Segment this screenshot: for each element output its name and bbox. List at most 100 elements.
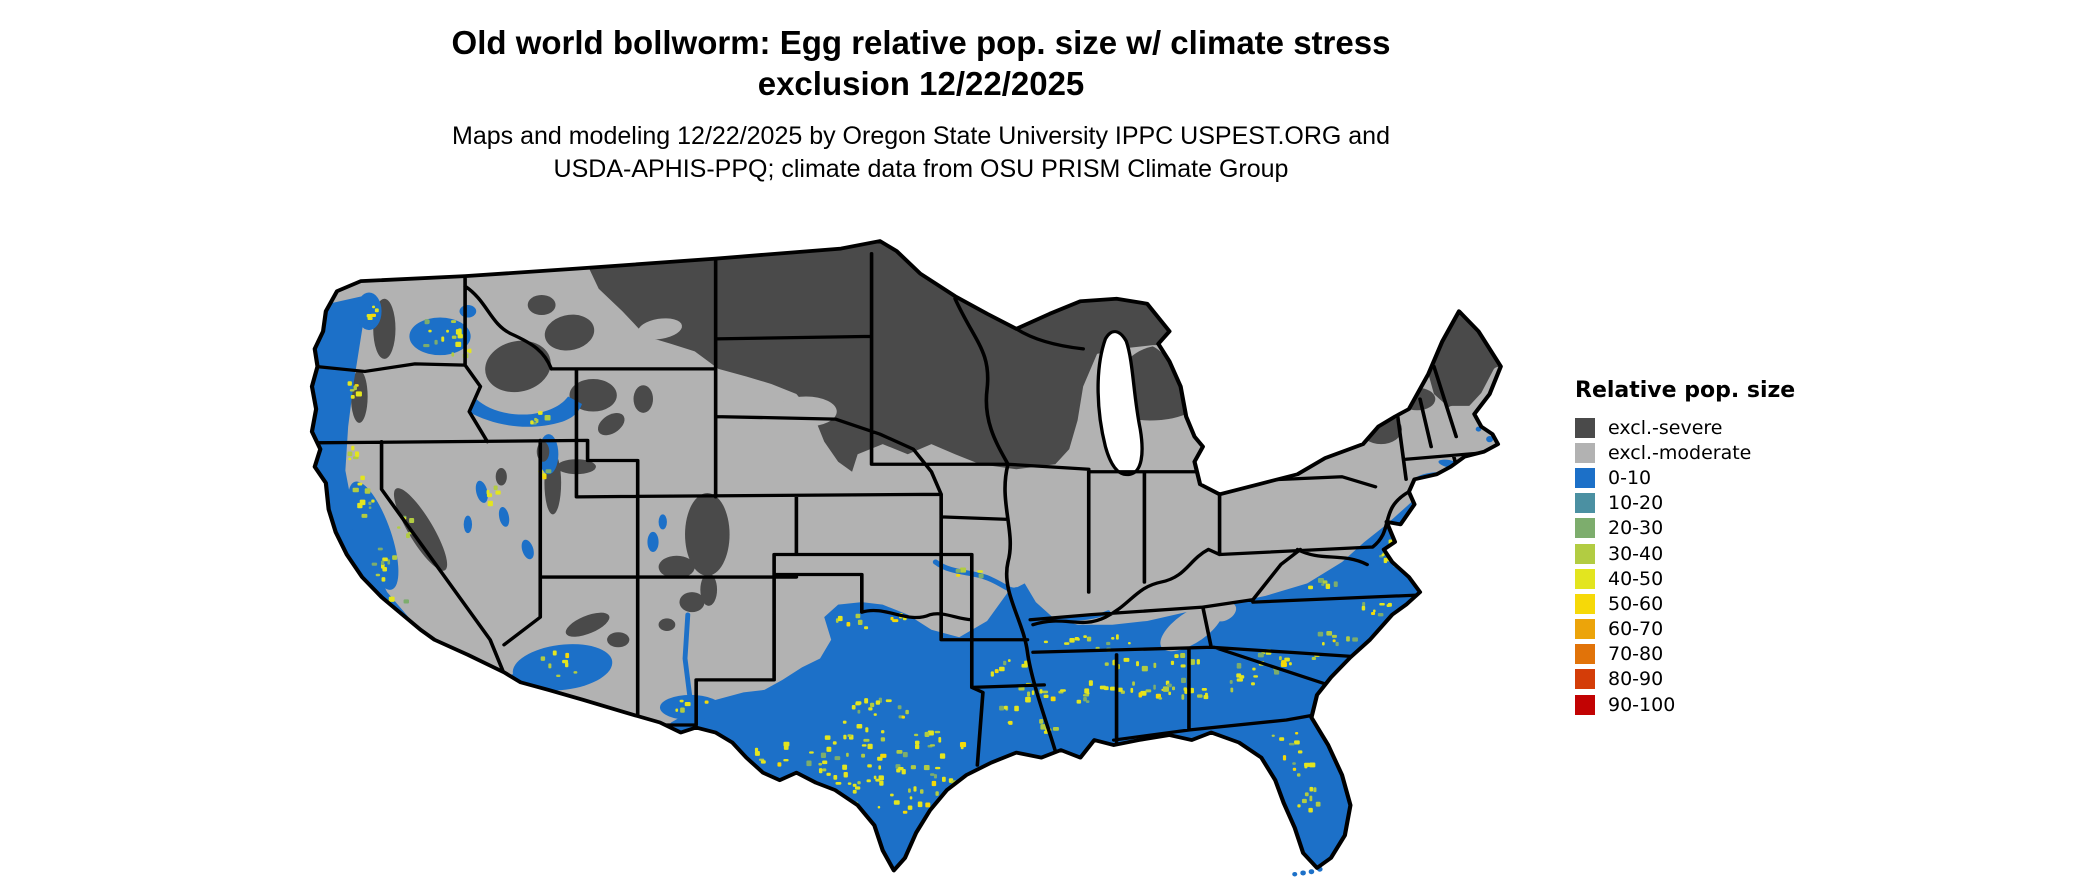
map-speckle — [931, 780, 937, 787]
map-speckle — [923, 765, 930, 771]
map-speckle — [880, 737, 886, 742]
map-speckle — [1136, 661, 1139, 667]
map-speckle — [1304, 792, 1309, 797]
map-speckle — [367, 317, 373, 321]
legend-label: 30-40 — [1608, 542, 1664, 565]
map-speckle — [834, 756, 841, 761]
map-speckle — [1333, 581, 1338, 587]
map-speckle — [847, 782, 852, 785]
map-speckle — [990, 671, 994, 677]
great-lakes — [1096, 330, 1144, 477]
map-speckle — [361, 513, 368, 518]
map-speckle — [428, 329, 432, 333]
map-speckle — [565, 652, 570, 659]
map-speckle — [924, 731, 930, 738]
map-speckle — [388, 596, 395, 602]
map-speckle — [1325, 583, 1331, 589]
map-speckle — [1083, 694, 1090, 697]
page-subtitle: Maps and modeling 12/22/2025 by Oregon S… — [0, 120, 1842, 186]
map-speckle — [818, 768, 823, 774]
legend-row: 30-40 — [1575, 541, 1795, 566]
map-speckle — [565, 662, 569, 668]
map-speckle — [825, 792, 831, 798]
rio-grande-valley — [682, 612, 694, 705]
legend-label: 10-20 — [1608, 492, 1664, 515]
map-speckle — [1170, 660, 1175, 665]
map-speckle — [1040, 724, 1047, 730]
map-speckle — [1279, 737, 1285, 741]
map-speckle — [486, 493, 493, 498]
map-speckle — [878, 765, 882, 770]
map-speckle — [552, 650, 557, 656]
map-speckle — [935, 766, 941, 770]
map-speckle — [842, 764, 848, 770]
map-speckle — [1031, 690, 1035, 696]
map-speckle — [822, 760, 828, 765]
map-speckle — [446, 329, 449, 333]
map-speckle — [1014, 705, 1019, 712]
map-speckle — [838, 802, 843, 807]
map-speckle — [977, 570, 983, 573]
map-speckle — [929, 744, 936, 747]
map-speckle — [368, 501, 372, 505]
map-speckle — [1043, 730, 1049, 734]
legend-row: 10-20 — [1575, 491, 1795, 516]
map-speckle — [451, 352, 455, 357]
map-speckle — [397, 526, 401, 529]
map-speckle — [1181, 677, 1187, 684]
missouri-river-valley — [932, 559, 1020, 593]
page-title: Old world bollworm: Egg relative pop. si… — [0, 22, 1842, 104]
florida-keys — [1292, 866, 1323, 877]
map-speckle — [1280, 662, 1287, 667]
map-speckle — [1085, 700, 1090, 703]
map-speckle — [1295, 732, 1299, 735]
map-speckle — [1372, 609, 1376, 613]
map-speckle — [1027, 691, 1031, 697]
map-speckle — [679, 699, 684, 703]
map-speckle — [861, 753, 866, 758]
map-speckle — [864, 626, 869, 630]
map-speckle — [1308, 585, 1313, 590]
legend-row: excl.-moderate — [1575, 440, 1795, 465]
map-speckle — [1069, 637, 1075, 643]
map-speckle — [857, 709, 861, 714]
map-speckle — [434, 339, 438, 345]
map-speckle — [377, 547, 383, 551]
map-speckle — [934, 730, 941, 734]
map-speckle — [382, 605, 387, 611]
map-speckle — [913, 786, 917, 792]
map-speckle — [1361, 605, 1366, 611]
legend-row: 40-50 — [1575, 566, 1795, 591]
map-speckle — [826, 772, 831, 776]
map-speckle — [1301, 798, 1307, 804]
legend-rows: excl.-severe excl.-moderate 0-10 10-20 20-30… — [1575, 415, 1795, 717]
map-speckle — [355, 452, 360, 457]
map-speckle — [908, 788, 911, 793]
map-speckle — [760, 760, 766, 764]
map-speckle — [1315, 801, 1321, 807]
page-title-line1: Old world bollworm: Egg relative pop. si… — [451, 24, 1391, 61]
map-speckle — [1052, 727, 1059, 731]
legend-label: 80-90 — [1608, 668, 1664, 691]
map-speckle — [867, 743, 873, 750]
map-speckle — [1317, 577, 1324, 583]
map-speckle — [851, 704, 856, 710]
legend-swatch — [1575, 518, 1595, 539]
map-speckle — [455, 329, 462, 335]
legend-label: excl.-moderate — [1608, 441, 1752, 464]
map-speckle — [548, 663, 552, 669]
map-speckle — [837, 819, 841, 826]
map-speckle — [1076, 699, 1082, 704]
map-speckle — [1084, 688, 1090, 694]
map-speckle — [347, 381, 352, 386]
legend-swatch — [1575, 543, 1595, 564]
map-speckle — [1007, 721, 1013, 724]
map-speckle — [1297, 750, 1303, 754]
page-subtitle-line1: Maps and modeling 12/22/2025 by Oregon S… — [452, 122, 1390, 150]
map-speckle — [1252, 667, 1256, 671]
map-speckle — [1321, 583, 1325, 586]
legend-row: excl.-severe — [1575, 415, 1795, 440]
map-speckle — [540, 656, 546, 661]
map-speckle — [351, 445, 355, 451]
map-speckle — [879, 780, 884, 786]
